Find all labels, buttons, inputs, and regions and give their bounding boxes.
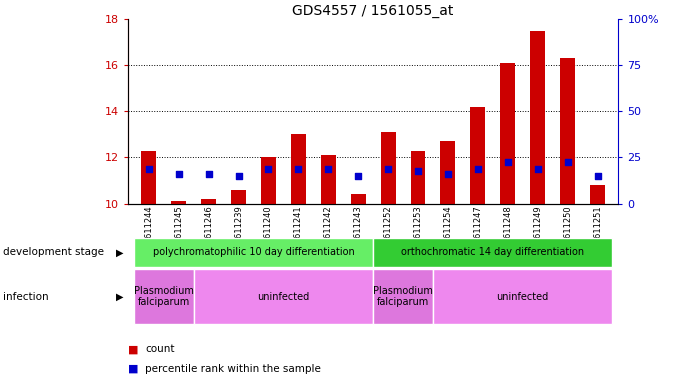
Point (173, 170, 184, 177)
Text: percentile rank within the sample: percentile rank within the sample (145, 364, 321, 374)
Text: development stage: development stage (3, 247, 104, 258)
Bar (171, 201, 186, 204)
Point (323, 166, 334, 172)
Point (562, 159, 573, 165)
Bar (201, 199, 216, 204)
Point (352, 173, 363, 179)
Title: GDS4557 / 1561055_at: GDS4557 / 1561055_at (292, 4, 454, 18)
Bar (321, 155, 336, 204)
Bar (590, 185, 605, 204)
Bar (410, 151, 426, 204)
Text: infection: infection (3, 291, 49, 302)
Text: polychromatophilic 10 day differentiation: polychromatophilic 10 day differentiatio… (153, 247, 354, 258)
Bar (500, 63, 515, 204)
Text: uninfected: uninfected (257, 291, 310, 302)
Point (203, 170, 214, 177)
Text: Plasmodium
falciparum: Plasmodium falciparum (373, 286, 433, 308)
Text: count: count (145, 344, 175, 354)
Point (143, 166, 154, 172)
Point (442, 170, 453, 177)
Text: ■: ■ (128, 364, 138, 374)
Point (473, 166, 484, 172)
Text: ■: ■ (128, 344, 138, 354)
Text: orthochromatic 14 day differentiation: orthochromatic 14 day differentiation (401, 247, 585, 258)
Bar (381, 132, 395, 204)
Text: uninfected: uninfected (497, 291, 549, 302)
Bar (530, 31, 545, 204)
Point (383, 166, 394, 172)
Bar (351, 194, 366, 204)
Bar (261, 157, 276, 204)
Bar (231, 190, 246, 204)
Point (263, 166, 274, 172)
Point (293, 166, 304, 172)
Text: ▶: ▶ (115, 247, 123, 258)
Bar (560, 58, 575, 204)
Bar (141, 151, 156, 204)
Point (592, 173, 603, 179)
Point (413, 168, 424, 174)
Bar (471, 107, 485, 204)
Text: Plasmodium
falciparum: Plasmodium falciparum (134, 286, 193, 308)
Bar (291, 134, 306, 204)
Point (233, 173, 244, 179)
Point (502, 159, 513, 165)
Bar (440, 141, 455, 204)
Point (532, 166, 543, 172)
Text: ▶: ▶ (115, 291, 123, 302)
